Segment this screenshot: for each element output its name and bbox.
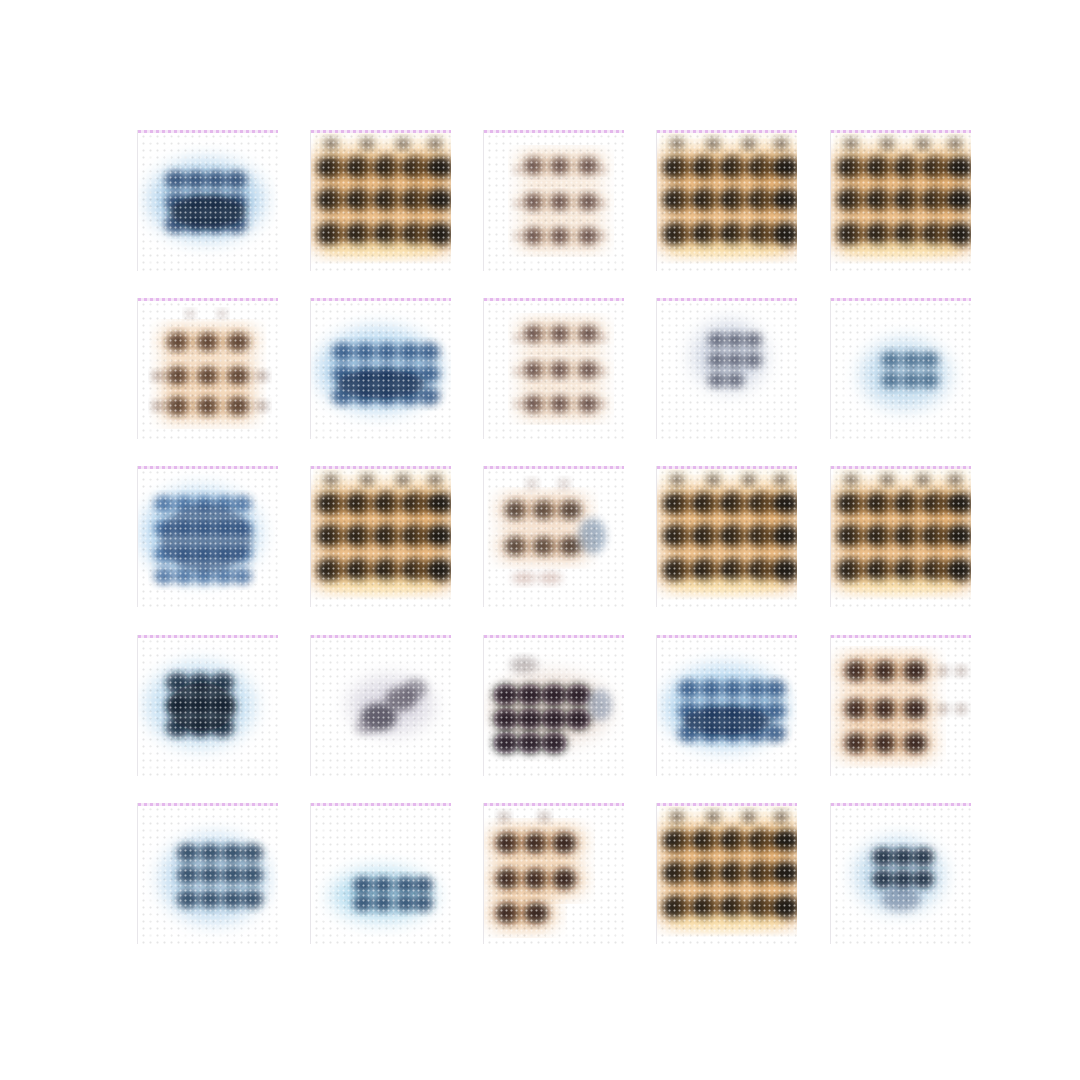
generated-samples-grid	[137, 130, 971, 945]
sample-tile-r3-c2	[310, 466, 451, 607]
sample-image	[311, 134, 451, 258]
sample-tile-r2-c2	[310, 298, 451, 439]
sample-image	[831, 134, 971, 258]
sample-image	[140, 488, 260, 585]
sample-image	[148, 160, 264, 240]
sample-image	[657, 470, 797, 594]
sample-image	[146, 663, 254, 747]
sample-tile-r2-c4	[656, 298, 797, 439]
sample-tile-r4-c1	[137, 635, 278, 776]
sample-tile-r5-c2	[310, 803, 451, 944]
sample-tile-r4-c3	[483, 635, 624, 776]
sample-tile-r3-c5	[830, 466, 971, 607]
sample-image	[855, 839, 943, 911]
sample-image	[311, 470, 451, 594]
sample-tile-r1-c2	[310, 130, 451, 271]
sample-tile-r4-c4	[656, 635, 797, 776]
sample-tile-r1-c5	[830, 130, 971, 271]
sample-image	[152, 309, 268, 421]
sample-tile-r5-c1	[137, 803, 278, 944]
sample-tile-r5-c5	[830, 803, 971, 944]
sample-image	[160, 835, 268, 923]
sample-image	[317, 328, 441, 412]
sample-image	[331, 869, 435, 921]
sample-tile-r2-c5	[830, 298, 971, 439]
sample-tile-r3-c3	[483, 466, 624, 607]
sample-image	[831, 470, 971, 594]
sample-tile-r4-c5	[830, 635, 971, 776]
sample-tile-r5-c3	[483, 803, 624, 944]
sample-image	[513, 153, 607, 249]
sample-image	[861, 340, 949, 408]
sample-image	[663, 665, 787, 749]
sample-tile-r2-c3	[483, 298, 624, 439]
sample-image	[693, 322, 765, 390]
sample-tile-r2-c1	[137, 298, 278, 439]
sample-tile-r1-c1	[137, 130, 278, 271]
sample-image	[657, 807, 797, 931]
sample-image	[513, 321, 607, 417]
sample-image	[490, 657, 612, 755]
sample-tile-r3-c1	[137, 466, 278, 607]
sample-tile-r3-c4	[656, 466, 797, 607]
sample-image	[837, 655, 967, 759]
sample-image	[349, 677, 433, 735]
sample-image	[488, 811, 584, 929]
sample-image	[657, 134, 797, 258]
sample-image	[498, 478, 606, 584]
sample-tile-r4-c2	[310, 635, 451, 776]
sample-tile-r5-c4	[656, 803, 797, 944]
sample-tile-r1-c3	[483, 130, 624, 271]
sample-tile-r1-c4	[656, 130, 797, 271]
